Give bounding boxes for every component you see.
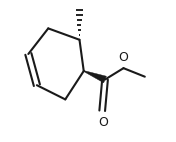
Polygon shape bbox=[84, 71, 106, 83]
Text: O: O bbox=[118, 51, 128, 64]
Text: O: O bbox=[98, 116, 108, 129]
